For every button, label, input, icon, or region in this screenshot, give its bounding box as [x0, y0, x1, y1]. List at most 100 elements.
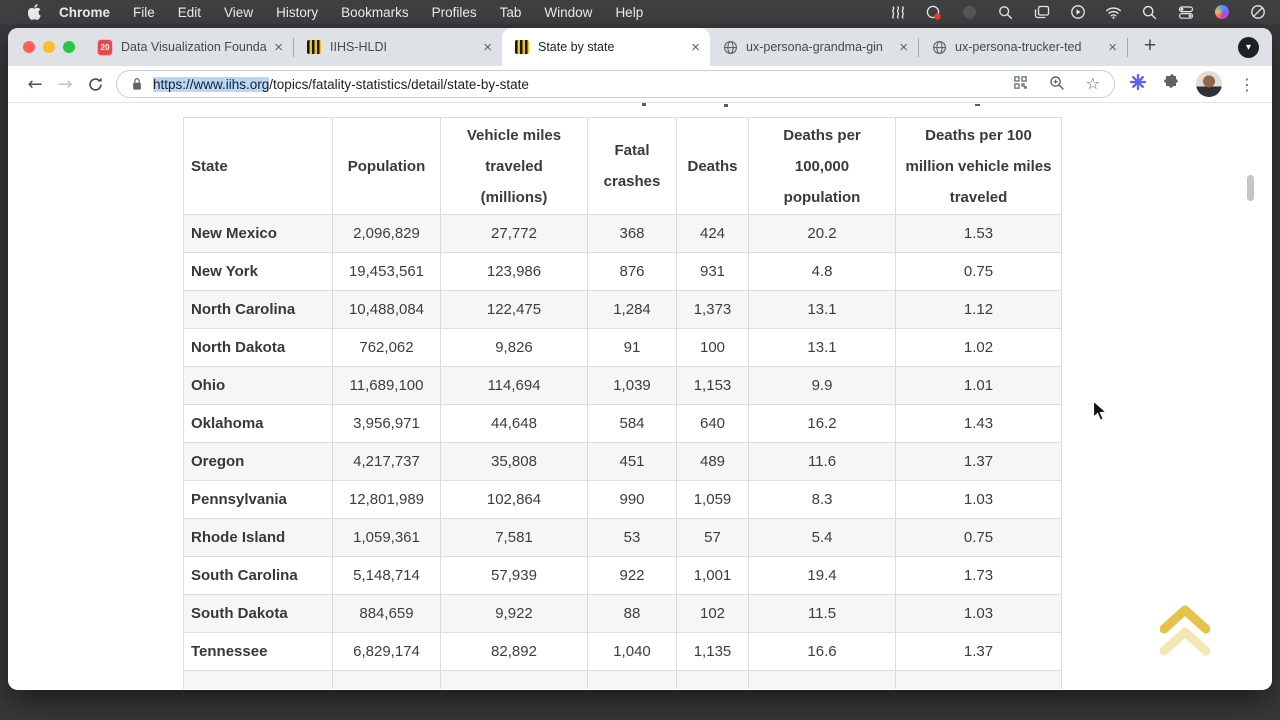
browser-menu-icon[interactable]: ⋮: [1239, 74, 1255, 94]
value-cell: [183, 670, 333, 689]
iihs-road-icon: [515, 40, 529, 54]
value-cell: 3,956,971: [332, 404, 441, 443]
tab-close-icon[interactable]: ×: [1108, 38, 1117, 56]
browser-toolbar: ← → https://www.iihs.org/topics/fatality…: [8, 66, 1272, 103]
lock-icon[interactable]: [131, 77, 143, 91]
value-cell: 5.4: [748, 518, 896, 557]
value-cell: 1,039: [587, 366, 677, 405]
state-cell: Oklahoma: [183, 404, 333, 443]
new-tab-button[interactable]: +: [1143, 34, 1157, 57]
globe-icon: [723, 40, 737, 54]
zoom-in-icon[interactable]: [1049, 75, 1065, 94]
profile-avatar[interactable]: [1196, 71, 1222, 97]
back-to-top-button[interactable]: [1159, 605, 1211, 662]
tab-label: ux-persona-grandma-gin: [746, 40, 883, 54]
table-row-north-dakota: North Dakota 762,062 9,826 91 100 13.1 1.02: [183, 328, 1062, 367]
tab-state-by-state[interactable]: State by state ×: [502, 28, 710, 66]
value-cell: 19,453,561: [332, 252, 441, 291]
close-window-button[interactable]: [23, 41, 35, 53]
value-cell: 11.5: [748, 594, 896, 633]
dimmed-circle-icon[interactable]: [961, 4, 978, 21]
state-cell: Pennsylvania: [183, 480, 333, 519]
play-circle-icon[interactable]: [1069, 4, 1086, 21]
tab-close-icon[interactable]: ×: [899, 38, 908, 56]
table-row-pennsylvania: Pennsylvania 12,801,989 102,864 990 1,059 8.3…: [183, 480, 1062, 519]
screen-record-icon[interactable]: [925, 4, 942, 21]
zoom-window-button[interactable]: [63, 41, 75, 53]
value-cell: 1,153: [676, 366, 749, 405]
table-row-partial: [183, 670, 1062, 689]
tab-close-icon[interactable]: ×: [483, 38, 492, 56]
value-cell: [440, 670, 588, 689]
back-button[interactable]: ←: [27, 73, 43, 95]
value-cell: 91: [587, 328, 677, 367]
minimize-window-button[interactable]: [43, 41, 55, 53]
value-cell: 57: [676, 518, 749, 557]
tab-close-icon[interactable]: ×: [274, 38, 283, 56]
tab-separator: [1127, 37, 1128, 57]
tab-close-icon[interactable]: ×: [691, 38, 700, 56]
control-center-icon[interactable]: [1177, 4, 1194, 21]
value-cell: 1.03: [895, 480, 1062, 519]
value-cell: 114,694: [440, 366, 588, 405]
value-cell: 368: [587, 214, 677, 253]
qr-share-icon[interactable]: [1013, 75, 1028, 93]
menu-item-profiles[interactable]: Profiles: [431, 4, 477, 20]
menu-item-bookmarks[interactable]: Bookmarks: [341, 4, 409, 20]
tab-iihs-hldi[interactable]: IIHS-HLDI ×: [294, 28, 502, 66]
asterisk-extension-icon[interactable]: [1129, 73, 1147, 96]
tab-ux-persona-trucker-ted[interactable]: ux-persona-trucker-ted ×: [919, 28, 1127, 66]
clipped-heading-fragment: [642, 103, 646, 106]
menu-item-chrome[interactable]: Chrome: [59, 4, 111, 20]
zoom-magnifier-icon[interactable]: [997, 4, 1014, 21]
waves-icon[interactable]: [889, 4, 906, 21]
state-cell: Rhode Island: [183, 518, 333, 557]
column-header-deaths-per-100-000-population: Deaths per 100,000 population: [748, 117, 896, 215]
clipped-heading-fragment: [724, 104, 728, 107]
window-controls: [23, 41, 75, 53]
bookmark-star-icon[interactable]: ☆: [1085, 74, 1100, 93]
value-cell: 123,986: [440, 252, 588, 291]
apple-logo-icon[interactable]: [28, 4, 41, 20]
menu-item-tab[interactable]: Tab: [499, 4, 522, 20]
fatality-statistics-table: State Population Vehicle miles traveled (m…: [183, 117, 1062, 689]
value-cell: 35,808: [440, 442, 588, 481]
value-cell: 9.9: [748, 366, 896, 405]
mouse-cursor: [1092, 399, 1108, 427]
extensions-puzzle-icon[interactable]: [1163, 73, 1180, 95]
colorful-app-icon[interactable]: [1213, 4, 1230, 21]
tab-search-button[interactable]: ▾: [1238, 37, 1259, 58]
reload-button[interactable]: [80, 76, 110, 93]
value-cell: [676, 670, 749, 689]
stacked-windows-icon[interactable]: [1033, 4, 1050, 21]
menu-item-window[interactable]: Window: [544, 4, 593, 20]
wifi-icon[interactable]: [1105, 4, 1122, 21]
menu-item-history[interactable]: History: [276, 4, 319, 20]
value-cell: 27,772: [440, 214, 588, 253]
spotlight-search-icon[interactable]: [1141, 4, 1158, 21]
value-cell: 1,059: [676, 480, 749, 519]
address-bar[interactable]: https://www.iihs.org/topics/fatality-sta…: [116, 70, 1115, 98]
value-cell: 1.12: [895, 290, 1062, 329]
menu-item-file[interactable]: File: [133, 4, 155, 20]
tab-data-visualization-founda[interactable]: 20 Data Visualization Founda ×: [85, 28, 293, 66]
do-not-disturb-icon[interactable]: [1249, 4, 1266, 21]
value-cell: 4,217,737: [332, 442, 441, 481]
value-cell: 19.4: [748, 556, 896, 595]
menu-item-help[interactable]: Help: [615, 4, 644, 20]
table-row-new-mexico: New Mexico 2,096,829 27,772 368 424 20.2 1.53: [183, 214, 1062, 253]
state-cell: Oregon: [183, 442, 333, 481]
omnibox-actions: ☆: [1013, 75, 1100, 94]
value-cell: [748, 670, 896, 689]
value-cell: 102,864: [440, 480, 588, 519]
column-header-vehicle-miles-traveled-millions: Vehicle miles traveled (millions): [440, 117, 588, 215]
tab-label: State by state: [538, 40, 615, 54]
value-cell: 1.43: [895, 404, 1062, 443]
menu-item-edit[interactable]: Edit: [177, 4, 202, 20]
value-cell: 6,829,174: [332, 632, 441, 671]
tab-ux-persona-grandma-gin[interactable]: ux-persona-grandma-gin ×: [710, 28, 918, 66]
vertical-scrollbar-thumb[interactable]: [1247, 175, 1254, 201]
menu-item-view[interactable]: View: [224, 4, 254, 20]
table-header-row: State Population Vehicle miles traveled (m…: [183, 117, 1062, 215]
forward-button[interactable]: →: [57, 73, 73, 95]
